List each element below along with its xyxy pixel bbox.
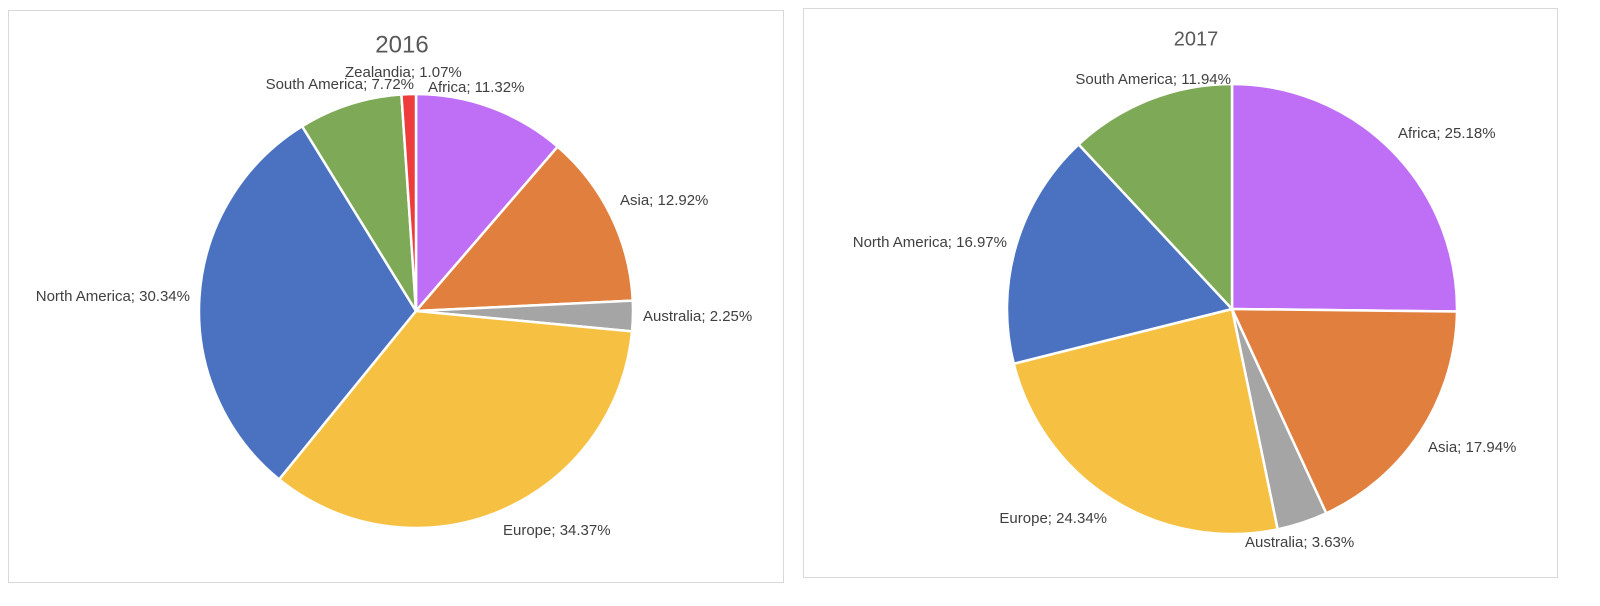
data-label: North America; 16.97% [853, 234, 1007, 251]
data-label: Australia; 2.25% [643, 308, 752, 325]
data-label: Asia; 17.94% [1428, 439, 1516, 456]
pie-slice [277, 309, 634, 530]
pie-slice [1005, 142, 1235, 366]
pie-slice [1012, 307, 1280, 536]
pie-slice [300, 93, 418, 312]
pie-slice [413, 144, 635, 313]
chart-title: 2017 [1174, 28, 1219, 50]
pie-slice [197, 124, 418, 482]
data-label: Australia; 3.63% [1245, 534, 1354, 551]
chart-title: 2016 [375, 31, 428, 58]
data-label: North America; 30.34% [36, 288, 190, 305]
pie-slice [1230, 82, 1459, 313]
data-label: Zealandia; 1.07% [345, 64, 462, 81]
data-label: Europe; 24.34% [999, 510, 1107, 527]
data-label: Africa; 25.18% [1398, 125, 1496, 142]
pie-slice [1076, 82, 1234, 313]
data-label: South America; 11.94% [1075, 71, 1231, 88]
data-label: Asia; 12.92% [620, 192, 708, 209]
data-label: South America; 7.72% [266, 76, 414, 93]
data-label: Africa; 11.32% [428, 79, 524, 96]
data-label: Europe; 34.37% [503, 522, 611, 539]
pie-slice [414, 92, 560, 315]
pie-slice [1230, 307, 1459, 515]
pie-slice [400, 92, 418, 312]
